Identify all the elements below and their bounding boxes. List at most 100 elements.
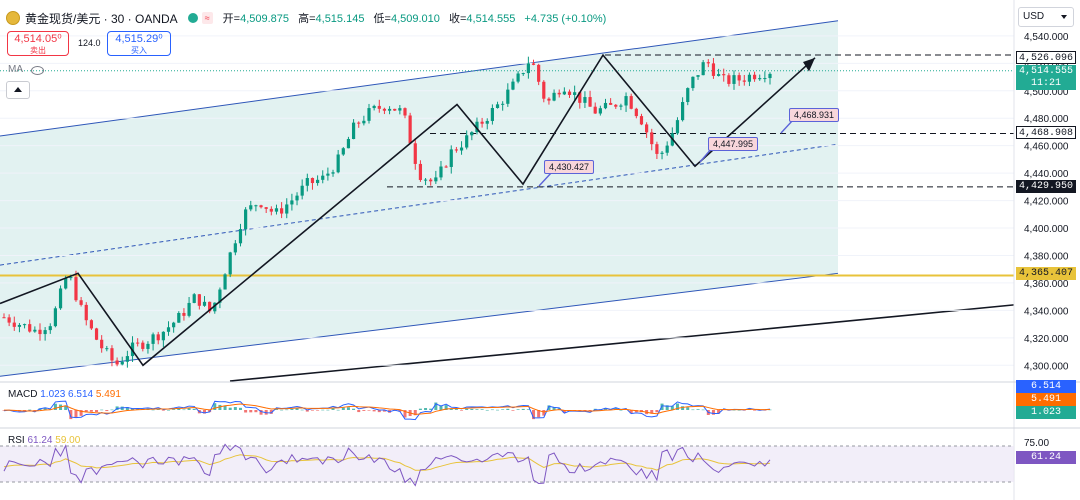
macd-histogram-bar [269,410,273,414]
buy-button[interactable]: 4,515.29⁰ 买入 [107,31,171,56]
candle-body [213,302,217,312]
candle-body [475,121,479,133]
ohlc-readout: 开=4,509.875 高=4,515.145 低=4,509.010 收=4,… [223,10,613,26]
candle-body [141,342,145,349]
macd-histogram-bar [131,408,135,410]
rsi-name[interactable]: RSI [8,435,25,446]
candle-body [480,121,484,124]
macd-histogram-bar [274,409,278,410]
macd-histogram-bar [295,408,299,410]
currency-select[interactable]: USD [1018,7,1074,27]
rsi-band [0,446,1014,482]
candle-body [763,78,767,80]
price-note-4468[interactable]: 4,468.931 [789,108,840,122]
macd-histogram-bar [454,409,458,410]
eye-icon[interactable] [31,66,44,75]
y-tick-label: 4,480.000 [1024,114,1069,125]
candle-body [100,339,104,349]
candle-body [17,324,22,327]
macd-histogram-bar [316,410,320,411]
candle-body [120,361,124,365]
candle-body [429,179,433,182]
candle-body [2,317,6,319]
candle-body [259,205,263,208]
candle-body [583,97,587,103]
macd-histogram-bar [238,407,242,410]
y-tick-label: 4,540.000 [1024,32,1069,43]
candle-body [7,317,11,323]
sell-button[interactable]: 4,514.05⁰ 卖出 [7,31,69,56]
sell-price: 4,514.05⁰ [14,33,62,45]
level-label-4468[interactable]: 4,468.908 [1016,126,1076,139]
macd-histogram-bar [259,410,263,415]
price-note-4447[interactable]: 4,447.995 [708,137,759,151]
macd-histogram-bar [763,410,767,411]
macd-histogram-bar [439,405,443,410]
candle-body [413,143,417,164]
candle-body [660,152,664,154]
candle-body [22,324,27,326]
macd-histogram-bar [650,410,654,414]
gold-symbol-icon [6,11,20,25]
macd-histogram-bar [691,409,695,411]
candle-body [706,62,710,64]
macd-histogram-bar [470,408,474,410]
current-price-label: 4,514.555 [1016,65,1076,78]
macd-histogram-bar [125,407,129,410]
candle-body [300,185,304,196]
candle-body [146,343,150,349]
candle-body [686,88,690,103]
high-value: 4,515.145 [315,13,365,25]
level-label-4526[interactable]: 4,526.096 [1016,51,1076,64]
macd-histogram-bar [305,410,309,412]
candle-body [681,102,685,121]
candle-body [619,105,623,107]
macd-histogram-bar [532,410,536,420]
macd-histogram-bar [424,408,428,410]
macd-histogram-bar [732,409,736,411]
macd-histogram-bar [84,410,88,413]
macd-histogram-bar [254,410,258,413]
macd-name[interactable]: MACD [8,389,38,400]
candle-body [136,342,140,344]
macd-histogram-bar [475,409,479,410]
macd-histogram-bar [485,409,489,411]
candle-body [567,91,572,95]
low-label: 低= [373,13,391,25]
macd-histogram-bar [223,405,227,410]
close-label: 收= [448,13,467,25]
market-open-icon [187,13,198,23]
candle-body [696,75,700,77]
candle-body [172,322,176,328]
candle-body [166,327,171,332]
macd-histogram-bar [619,409,623,411]
candle-body [562,91,566,95]
macd-histogram-bar [192,408,196,410]
candle-body [254,205,258,207]
collapse-legend-button[interactable] [6,81,30,99]
price-note-4430[interactable]: 4,430.427 [544,160,595,174]
macd-histogram-bar [79,410,83,416]
symbol-title[interactable]: 黄金现货/美元 · 30 · OANDA [25,11,178,26]
candle-body [218,289,222,303]
low-value: 4,509.010 [390,13,440,25]
ma-indicator-label[interactable]: MA [8,64,23,75]
candle-body [357,122,361,124]
candle-body [629,96,633,109]
level-label-4365[interactable]: 4,365.407 [1016,267,1076,280]
candle-body [516,73,520,82]
macd-histogram-bar [285,409,289,411]
macd-histogram-bar [665,405,669,410]
candle-body [351,122,356,140]
candle-body [603,102,608,109]
macd-histogram-bar [403,410,407,418]
macd-histogram-bar [490,409,494,411]
macd-histogram-bar [711,410,715,415]
open-value: 4,509.875 [240,13,290,25]
note-pointer [538,171,553,187]
candle-body [423,179,428,181]
candle-body [418,163,423,180]
level-label-4429[interactable]: 4,429.950 [1016,180,1076,193]
candle-body [490,108,494,121]
